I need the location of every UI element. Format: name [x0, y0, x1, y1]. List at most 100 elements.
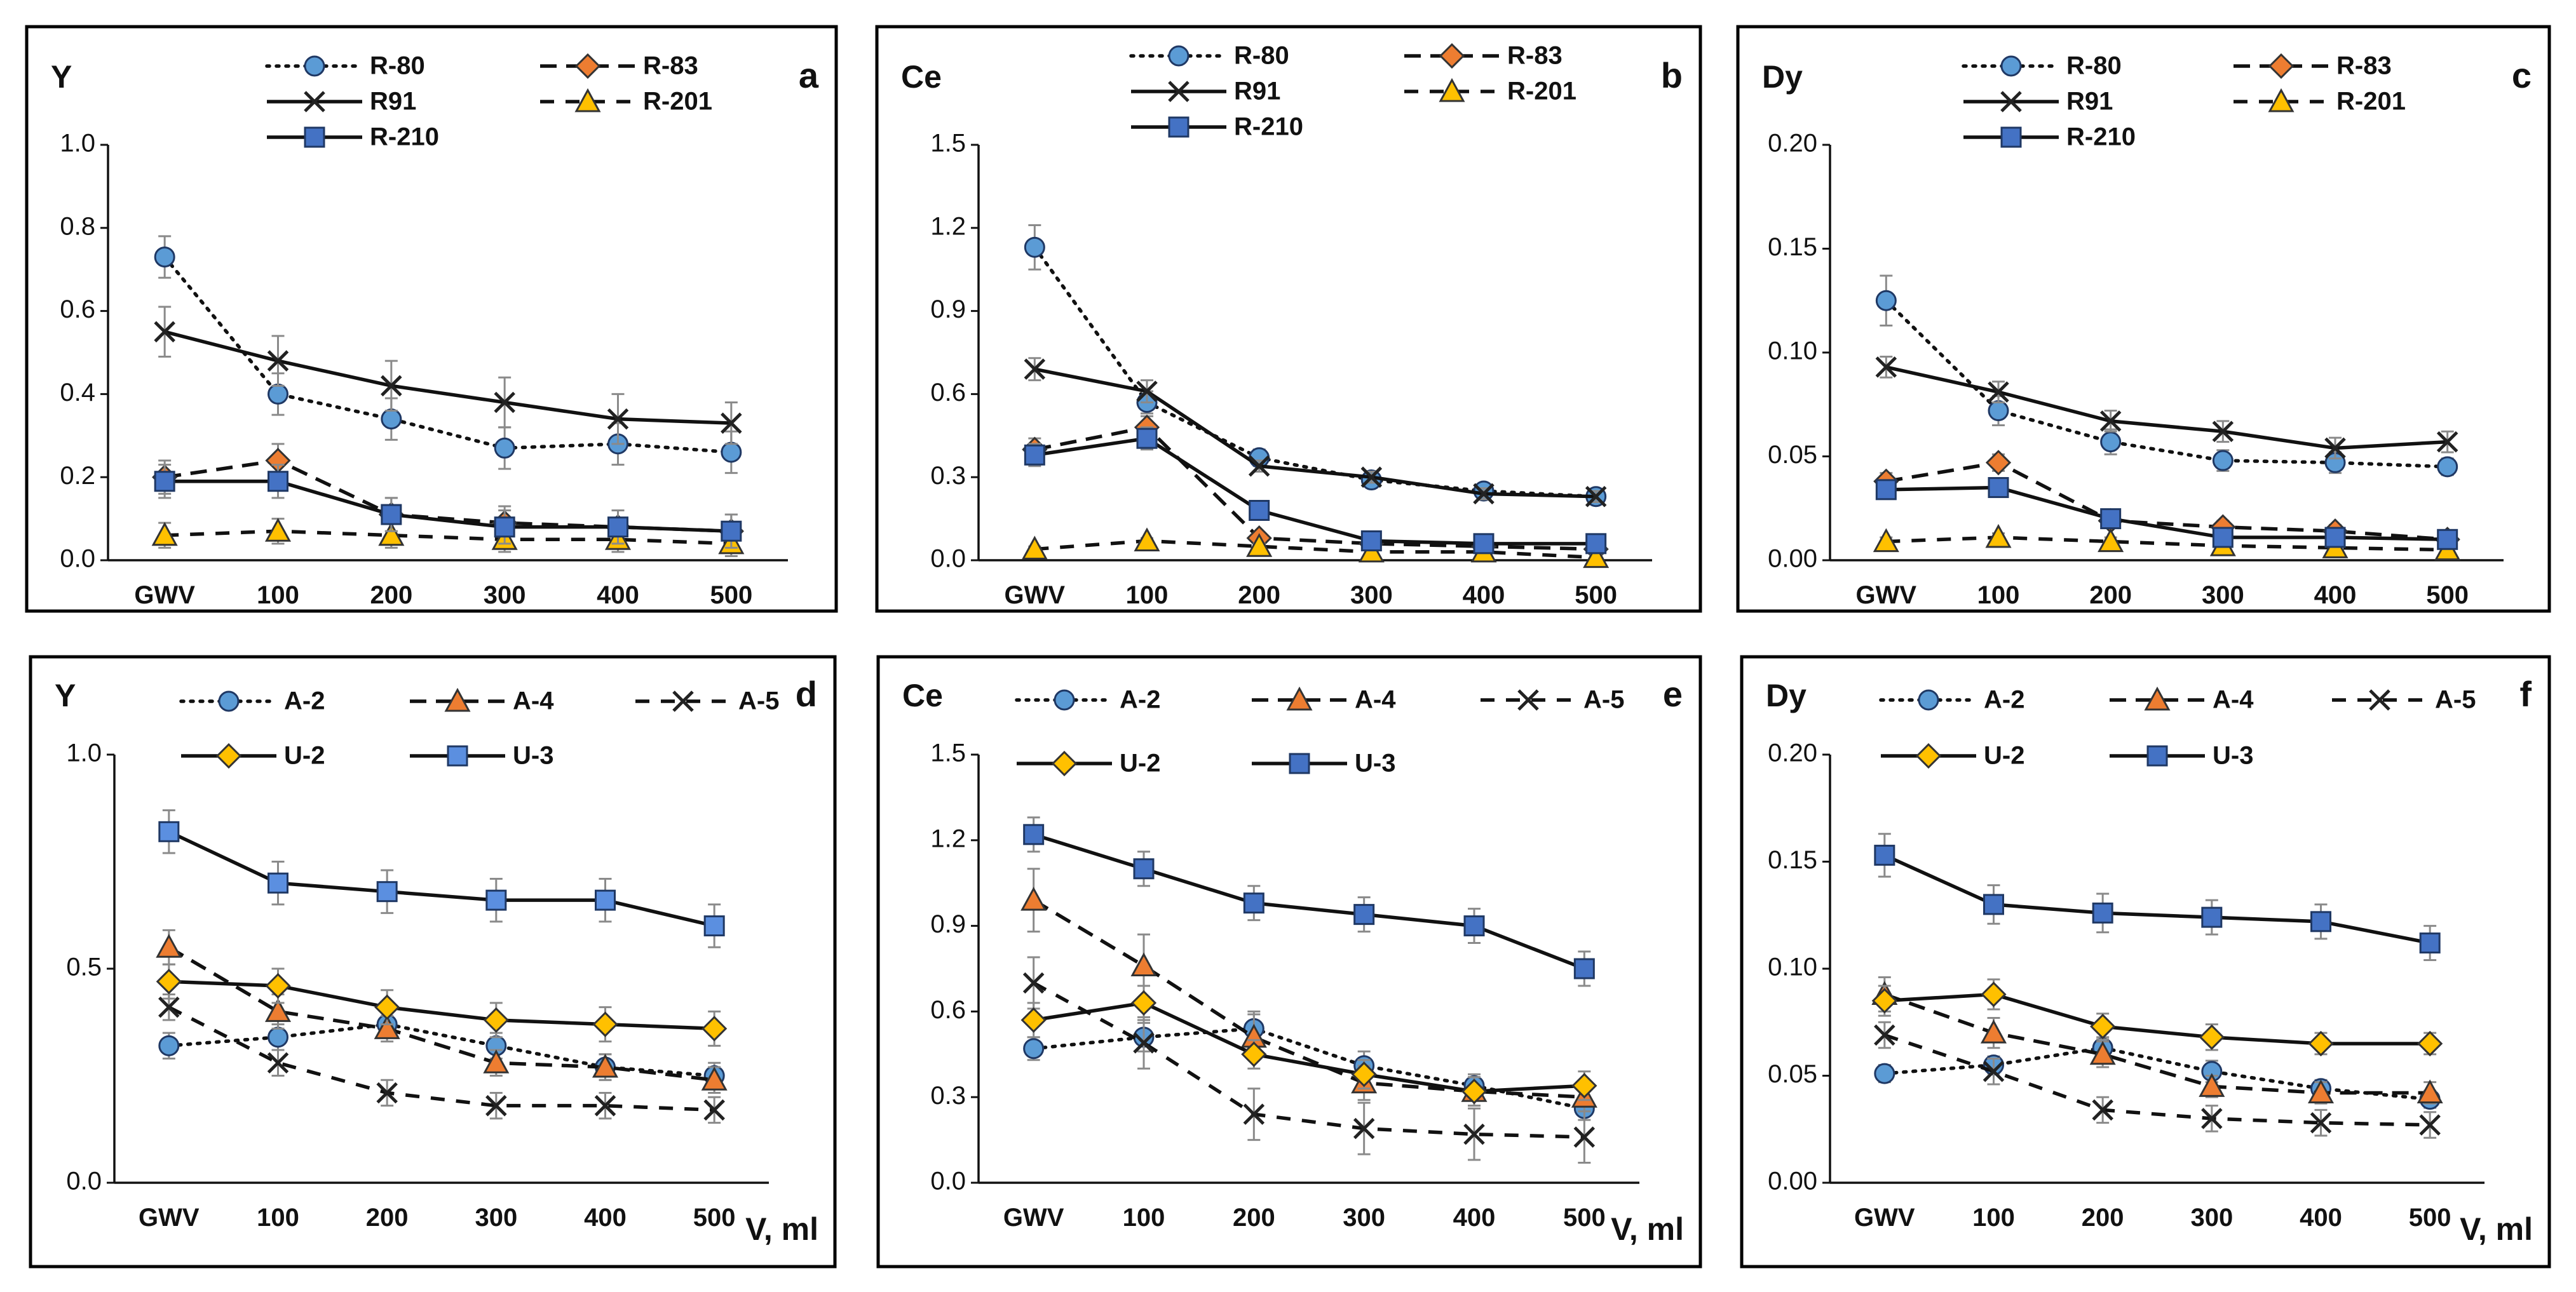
data-point	[1983, 894, 2004, 915]
series-line	[1883, 1046, 2432, 1101]
legend-label: A-4	[1355, 686, 1396, 714]
legend-label: U-3	[1355, 750, 1395, 777]
data-point	[1134, 527, 1160, 551]
legend-label: A-4	[2213, 686, 2254, 714]
series-A-5	[1022, 956, 1596, 1164]
x-tick-label: GWV	[134, 581, 195, 609]
x-tick-label: GWV	[1005, 581, 1066, 609]
series-U-2	[1871, 978, 2443, 1057]
x-tick-label: 200	[1233, 1204, 1275, 1232]
data-point	[2089, 1040, 2116, 1065]
legend-marker	[444, 687, 471, 712]
data-point	[2098, 528, 2124, 553]
panel-a: 0.0 0.2 0.4 0.6 0.8 1.0 GWV 100 200 300 400 500 Y a R-…	[25, 25, 838, 613]
data-point	[1873, 528, 1899, 553]
y-tick-label: 0.3	[930, 462, 966, 490]
legend-entry-R-80: R-80	[1129, 42, 1289, 70]
series-line	[1031, 1026, 1587, 1110]
data-point	[2099, 410, 2122, 432]
legend-entry-R-210: R-210	[267, 123, 439, 151]
y-tick-label: 0.9	[930, 910, 966, 938]
y-tick-label: 0.10	[1768, 337, 1817, 365]
data-point	[158, 1035, 180, 1056]
x-tick-label: 400	[597, 581, 639, 609]
data-point	[1583, 544, 1610, 569]
data-point	[1353, 1117, 1375, 1140]
data-point	[2310, 911, 2331, 932]
legend-marker	[1286, 686, 1313, 711]
y-tick-label: 0.2	[60, 462, 95, 490]
legend-marker	[2268, 88, 2295, 112]
data-point	[1980, 1019, 2007, 1044]
series-line	[165, 479, 731, 533]
panel-letter: b	[1661, 55, 1683, 95]
panel-title: Ce	[901, 59, 942, 95]
data-point	[1985, 450, 2012, 476]
data-point	[2100, 431, 2122, 453]
series-line	[1034, 425, 1596, 551]
data-point	[703, 915, 725, 937]
panel-title: Y	[51, 59, 72, 95]
data-point	[268, 1026, 288, 1048]
data-point	[1351, 1061, 1377, 1087]
legend-marker	[1054, 689, 1075, 711]
series-line	[1884, 299, 2450, 469]
data-point	[2212, 421, 2234, 443]
legend-entry-A-2: A-2	[1879, 686, 2024, 714]
y-tick-label: 0.5	[66, 953, 102, 981]
panel-frame	[29, 655, 837, 1268]
data-point	[494, 516, 515, 538]
data-point	[2100, 508, 2122, 530]
legend-marker	[304, 126, 325, 148]
series-R-83	[1873, 450, 2460, 553]
legend-entry-R-83: R-83	[1404, 42, 1563, 70]
legend-marker	[574, 53, 601, 79]
series-line	[1033, 1001, 1585, 1093]
data-point	[2419, 932, 2441, 954]
series-line	[1033, 981, 1585, 1139]
y-tick-label: 1.0	[60, 130, 95, 158]
legend-label: U-2	[284, 742, 325, 770]
legend-marker	[304, 55, 325, 77]
panel-letter: e	[1663, 674, 1683, 714]
data-point	[378, 522, 405, 546]
legend-entry-A-5: A-5	[1481, 686, 1624, 714]
data-point	[2437, 456, 2458, 478]
series-R91	[154, 306, 742, 445]
data-point	[1130, 952, 1157, 977]
legend-label: A-5	[2435, 686, 2476, 714]
panel-f: 0.00 0.05 0.10 0.15 0.20 GWV 100 200 300 400 500 Dy…	[1740, 655, 2551, 1268]
data-point	[594, 1094, 616, 1117]
legend-marker	[1918, 689, 1939, 711]
data-point	[2307, 1079, 2335, 1103]
data-point	[1243, 892, 1264, 914]
series-line	[1883, 853, 2430, 945]
data-point	[376, 1082, 398, 1104]
data-point	[1985, 523, 2012, 548]
series-line	[1886, 535, 2448, 552]
data-point	[267, 350, 289, 372]
legend-entry-A-4: A-4	[2110, 686, 2254, 714]
legend-entry-U-2: U-2	[1017, 750, 1160, 777]
series-line	[1033, 898, 1585, 1099]
data-point	[2310, 1112, 2332, 1134]
data-point	[1136, 380, 1158, 402]
panel-letter: c	[2512, 55, 2532, 95]
legend-entry-R91: R91	[1963, 88, 2113, 116]
series-U-3	[158, 809, 725, 948]
data-point	[154, 321, 175, 343]
data-point	[1874, 844, 1895, 866]
legend-label: R91	[1234, 77, 1280, 105]
data-point	[1021, 535, 1048, 560]
x-tick-label: GWV	[1003, 1204, 1064, 1232]
x-tick-label: 400	[1453, 1204, 1496, 1232]
data-point	[595, 889, 616, 911]
series-R-210	[154, 464, 742, 549]
series-line	[164, 459, 731, 533]
x-tick-label: GWV	[1856, 581, 1917, 609]
data-point	[1246, 533, 1273, 557]
series-line	[168, 979, 715, 1031]
panel-frame	[25, 25, 838, 613]
y-tick-label: 0.6	[930, 996, 966, 1024]
